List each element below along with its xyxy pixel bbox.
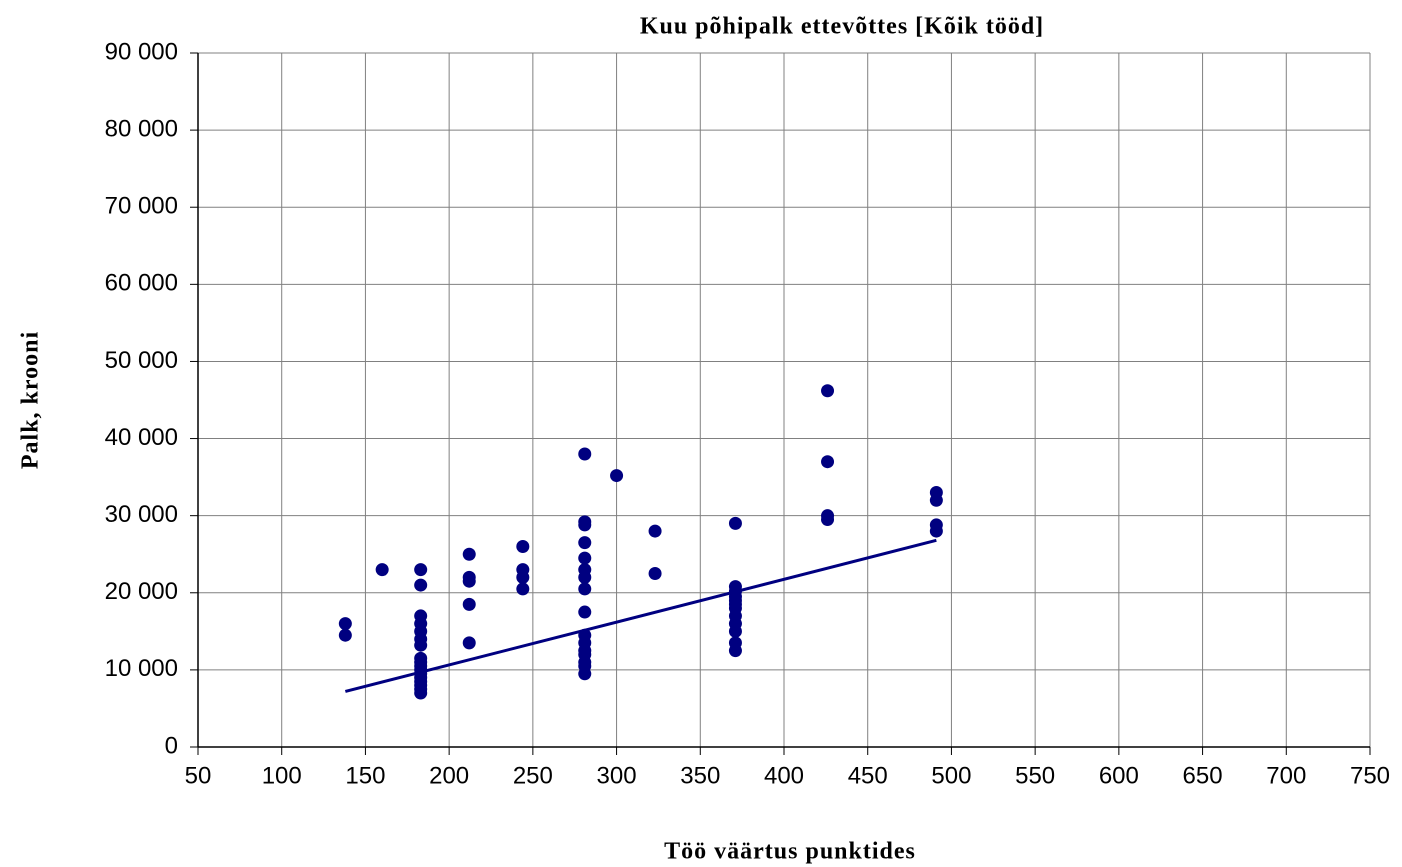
data-point (375, 563, 389, 577)
x-tick-label: 450 (848, 762, 888, 789)
x-tick-label: 300 (597, 762, 637, 789)
x-axis-label: Töö väärtus punktides (664, 839, 916, 865)
data-point (578, 536, 592, 550)
chart-title: Kuu põhipalk ettevõttes [Kõik tööd] (640, 14, 1044, 40)
data-point (929, 524, 943, 538)
data-point (821, 384, 835, 398)
y-tick-label: 10 000 (105, 655, 178, 682)
data-point (929, 493, 943, 507)
y-tick-label: 30 000 (105, 501, 178, 528)
data-point (578, 551, 592, 565)
data-point (516, 582, 530, 596)
y-tick-label: 50 000 (105, 347, 178, 374)
data-point (578, 518, 592, 532)
y-tick-label: 60 000 (105, 270, 178, 297)
trend-line (344, 538, 937, 693)
data-point (821, 455, 835, 469)
data-point (462, 636, 476, 650)
x-tick-label: 500 (931, 762, 971, 789)
y-tick-label: 90 000 (105, 38, 178, 65)
x-tick-label: 650 (1183, 762, 1223, 789)
x-tick-label: 400 (764, 762, 804, 789)
data-point (728, 624, 742, 638)
x-tick-label: 700 (1266, 762, 1306, 789)
x-tick-label: 200 (429, 762, 469, 789)
data-point (578, 570, 592, 584)
y-tick-label: 20 000 (105, 578, 178, 605)
y-tick-label: 70 000 (105, 193, 178, 220)
data-point (610, 469, 624, 483)
data-point (462, 574, 476, 588)
y-tick-label: 0 (165, 732, 178, 759)
data-point (462, 547, 476, 561)
data-point (338, 628, 352, 642)
data-point (578, 667, 592, 681)
data-point (728, 516, 742, 530)
data-point (578, 582, 592, 596)
data-point (578, 447, 592, 461)
data-point (821, 513, 835, 527)
data-point (728, 644, 742, 658)
x-tick-label: 250 (513, 762, 553, 789)
data-point (516, 570, 530, 584)
x-tick-label: 750 (1350, 762, 1390, 789)
data-point (462, 597, 476, 611)
data-point (414, 638, 428, 652)
x-tick-label: 100 (262, 762, 302, 789)
data-point (414, 578, 428, 592)
x-tick-label: 550 (1015, 762, 1055, 789)
y-tick-label: 80 000 (105, 115, 178, 142)
y-axis-label: Palk, krooni (18, 331, 44, 469)
data-point (338, 617, 352, 631)
data-point (414, 563, 428, 577)
x-tick-label: 350 (680, 762, 720, 789)
data-point (578, 605, 592, 619)
y-tick-label: 40 000 (105, 424, 178, 451)
x-tick-label: 600 (1099, 762, 1139, 789)
x-tick-label: 150 (345, 762, 385, 789)
data-point (648, 567, 662, 580)
data-point (414, 686, 428, 700)
data-point (516, 540, 530, 554)
x-tick-label: 50 (185, 762, 212, 789)
data-point (648, 524, 662, 538)
